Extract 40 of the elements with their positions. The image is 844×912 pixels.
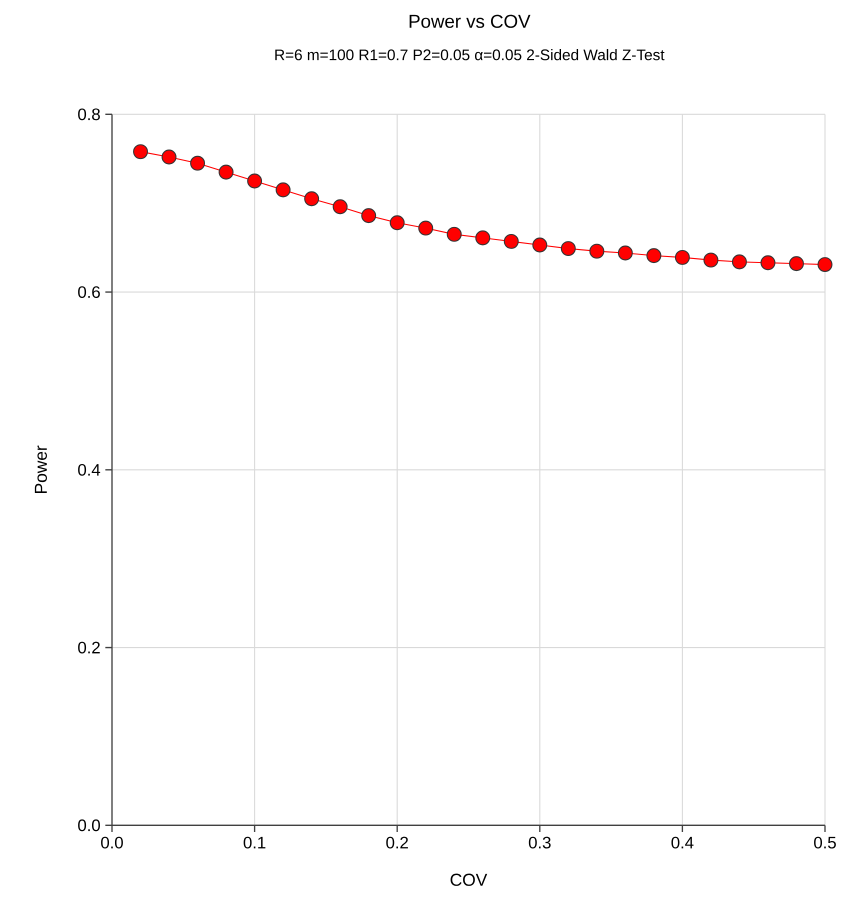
point: [276, 182, 291, 198]
chart-subtitle: R=6 m=100 R1=0.7 P2=0.05 α=0.05 2-Sided Wald Z-Test: [275, 49, 664, 60]
point: [332, 199, 348, 214]
x-tick-label: 0.2: [386, 836, 408, 849]
y-tick-label: 0.2: [78, 642, 100, 654]
point: [760, 255, 776, 270]
y-tick-label: 0.8: [78, 108, 100, 120]
point: [532, 238, 548, 252]
point: [162, 150, 177, 164]
x-tick-label: 0.5: [814, 836, 836, 849]
x-axis-title: COV: [450, 874, 488, 886]
point: [475, 230, 490, 246]
point: [646, 248, 662, 264]
point: [818, 257, 832, 272]
point: [618, 246, 633, 260]
point: [218, 164, 234, 180]
point: [703, 252, 718, 268]
x-tick-label: 0.3: [528, 836, 551, 849]
point: [304, 191, 320, 206]
point: [418, 220, 434, 236]
point: [190, 156, 206, 171]
point: [789, 256, 804, 272]
x-tick-label: 0.4: [671, 836, 694, 849]
point: [674, 250, 690, 265]
y-tick-label: 0.4: [78, 464, 100, 476]
point: [732, 254, 747, 270]
y-axis-title: Power: [34, 446, 47, 493]
point: [446, 226, 462, 242]
y-tick-label: 0.0: [78, 819, 100, 832]
chart-title: Power vs COV: [410, 14, 530, 28]
point: [390, 215, 405, 230]
x-tick-label: 0.1: [244, 836, 266, 849]
y-tick-label: 0.6: [78, 286, 100, 298]
point: [361, 208, 376, 224]
point: [247, 174, 262, 188]
point: [589, 244, 604, 259]
point: [133, 144, 148, 160]
point: [560, 241, 576, 256]
point: [504, 234, 519, 249]
x-tick-label: 0.0: [101, 836, 123, 849]
